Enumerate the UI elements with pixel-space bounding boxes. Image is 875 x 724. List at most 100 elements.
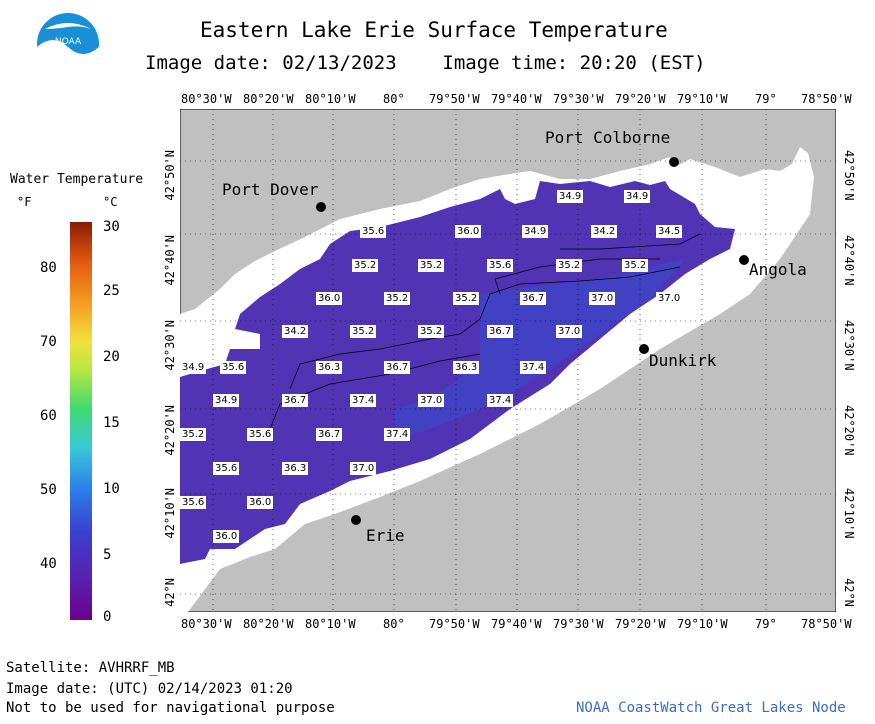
lon-label-bottom: 80°30'W <box>181 617 232 631</box>
temperature-value-label: 37.0 <box>656 292 683 305</box>
unit-celsius: °C <box>103 195 118 209</box>
footer-satellite: Satellite: AVHRRF_MB <box>6 660 175 676</box>
lon-label-top: 80° <box>383 92 405 106</box>
footer-utc-date: Image date: (UTC) 02/14/2023 01:20 <box>6 681 293 697</box>
temperature-value-label: 34.9 <box>522 225 549 238</box>
temperature-value-label: 36.7 <box>316 428 343 441</box>
temperature-value-label: 37.4 <box>350 394 377 407</box>
temperature-value-label: 35.6 <box>487 259 514 272</box>
lon-label-top: 79°10'W <box>677 92 728 106</box>
legend-f-label: 60 <box>40 408 57 424</box>
lon-label-bottom: 79°40'W <box>491 617 542 631</box>
temperature-value-label: 35.2 <box>418 259 445 272</box>
temperature-value-label: 34.9 <box>213 394 240 407</box>
erie-marker <box>351 515 361 525</box>
lon-label-bottom: 78°50'W <box>801 617 852 631</box>
temperature-value-label: 34.9 <box>180 361 207 374</box>
temperature-value-label: 36.3 <box>316 361 343 374</box>
legend-c-label: 15 <box>103 415 120 431</box>
temperature-value-label: 35.2 <box>453 292 480 305</box>
city-label-port-dover: Port Dover <box>222 180 319 199</box>
unit-fahrenheit: °F <box>17 195 32 209</box>
dunkirk-marker <box>639 344 649 354</box>
temperature-value-label: 37.4 <box>384 428 411 441</box>
legend-title: Water Temperature <box>10 172 144 187</box>
lon-label-bottom: 79°20'W <box>615 617 666 631</box>
temperature-value-label: 35.2 <box>180 428 207 441</box>
lat-label-left: 42°40'N <box>163 235 177 286</box>
legend-c-label: 0 <box>103 609 112 625</box>
legend-f-label: 50 <box>40 482 57 498</box>
lon-label-bottom: 79° <box>755 617 777 631</box>
lat-label-right: 42°30'N <box>842 320 856 371</box>
lon-label-bottom: 80°10'W <box>305 617 356 631</box>
footer-disclaimer: Not to be used for navigational purpose <box>6 700 335 716</box>
city-label-angola: Angola <box>749 260 807 279</box>
temperature-value-label: 35.2 <box>350 325 377 338</box>
legend-c-label: 10 <box>103 481 120 497</box>
temperature-value-label: 34.9 <box>557 190 584 203</box>
temperature-value-label: 34.5 <box>656 225 683 238</box>
temperature-value-label: 34.2 <box>591 225 618 238</box>
temperature-value-label: 37.0 <box>418 394 445 407</box>
angola-marker <box>739 255 749 265</box>
temperature-value-label: 36.3 <box>282 462 309 475</box>
temperature-value-label: 36.0 <box>455 225 482 238</box>
temperature-value-label: 36.7 <box>487 325 514 338</box>
city-label-dunkirk: Dunkirk <box>649 351 717 370</box>
lon-label-top: 79°40'W <box>491 92 542 106</box>
color-scale-bar <box>70 222 92 620</box>
lat-label-left: 42°50'N <box>163 150 177 201</box>
lon-label-top: 78°50'W <box>801 92 852 106</box>
temperature-value-label: 36.0 <box>247 496 274 509</box>
temperature-value-label: 35.2 <box>418 325 445 338</box>
lat-label-right: 42°50'N <box>842 150 856 201</box>
noaa-logo: NOAA <box>37 13 99 77</box>
lon-label-top: 80°20'W <box>243 92 294 106</box>
temperature-value-label: 35.6 <box>180 496 207 509</box>
legend-c-label: 25 <box>103 283 120 299</box>
temperature-value-label: 36.0 <box>213 530 240 543</box>
lat-label-right: 42°20'N <box>842 405 856 456</box>
temperature-value-label: 37.0 <box>589 292 616 305</box>
lon-label-bottom: 80° <box>383 617 405 631</box>
temperature-value-label: 34.2 <box>282 325 309 338</box>
footer-credit: NOAA CoastWatch Great Lakes Node <box>576 700 846 716</box>
lat-label-left: 42°30'N <box>163 320 177 371</box>
temperature-value-label: 35.6 <box>247 428 274 441</box>
lat-label-left: 42°20'N <box>163 405 177 456</box>
temperature-value-label: 35.2 <box>622 259 649 272</box>
legend-f-label: 80 <box>40 260 57 276</box>
lat-label-left: 42°N <box>163 578 177 607</box>
temperature-value-label: 37.4 <box>487 394 514 407</box>
port-dover-marker <box>316 202 326 212</box>
lon-label-top: 79°20'W <box>615 92 666 106</box>
legend-f-label: 40 <box>40 556 57 572</box>
temperature-value-label: 36.7 <box>384 361 411 374</box>
lon-label-bottom: 79°30'W <box>553 617 604 631</box>
lat-label-right: 42°N <box>842 578 856 607</box>
temperature-value-label: 36.7 <box>282 394 309 407</box>
legend-c-label: 20 <box>103 349 120 365</box>
legend-c-label: 30 <box>103 219 120 235</box>
lon-label-bottom: 80°20'W <box>243 617 294 631</box>
image-date-time: Image date: 02/13/2023 Image time: 20:20… <box>145 52 706 74</box>
city-label-erie: Erie <box>366 526 405 545</box>
page-title: Eastern Lake Erie Surface Temperature <box>200 18 668 42</box>
temperature-value-label: 35.6 <box>360 225 387 238</box>
lon-label-bottom: 79°10'W <box>677 617 728 631</box>
temperature-value-label: 36.3 <box>453 361 480 374</box>
temperature-value-label: 37.0 <box>556 325 583 338</box>
lon-label-bottom: 79°50'W <box>429 617 480 631</box>
lat-label-right: 42°10'N <box>842 488 856 539</box>
temperature-value-label: 35.2 <box>556 259 583 272</box>
lon-label-top: 80°10'W <box>305 92 356 106</box>
city-label-port-colborne: Port Colborne <box>545 128 671 147</box>
legend-f-label: 70 <box>40 334 57 350</box>
svg-text:NOAA: NOAA <box>55 37 82 47</box>
temperature-value-label: 35.2 <box>352 259 379 272</box>
temperature-value-label: 36.0 <box>316 292 343 305</box>
temperature-value-label: 35.2 <box>384 292 411 305</box>
lat-label-left: 42°10'N <box>163 488 177 539</box>
temperature-value-label: 35.6 <box>220 361 247 374</box>
